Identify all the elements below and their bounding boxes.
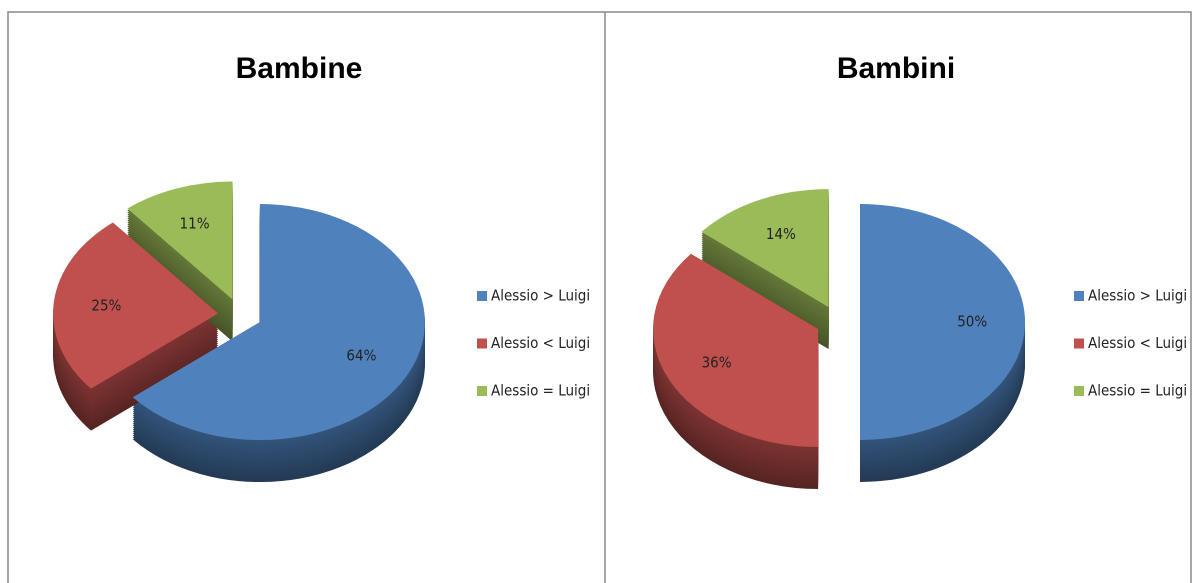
data-label: 11% (180, 214, 210, 232)
chart-title: Bambine (236, 52, 363, 85)
legend-label: Alessio > Luigi (1088, 287, 1187, 305)
legend-swatch (1074, 338, 1084, 349)
slice (701, 189, 829, 308)
data-label: 25% (91, 296, 121, 314)
legend-swatch (1074, 386, 1084, 396)
legend-swatch (477, 338, 487, 349)
legend-label: Alessio = Luigi (1088, 382, 1187, 400)
legend-swatch (477, 291, 487, 301)
data-label: 64% (346, 347, 376, 365)
legend-swatch (1074, 291, 1084, 301)
legend-swatch (477, 386, 487, 396)
data-label: 14% (766, 225, 796, 243)
slice (127, 181, 233, 300)
chart-title: Bambini (837, 52, 955, 85)
legend-label: Alessio = Luigi (491, 382, 590, 400)
data-label: 50% (957, 313, 987, 331)
slice (53, 222, 219, 389)
slice (132, 204, 425, 441)
legend-label: Alessio < Luigi (491, 334, 590, 352)
legend-label: Alessio < Luigi (1088, 334, 1187, 352)
legend-label: Alessio > Luigi (491, 287, 590, 305)
slice (860, 204, 1025, 440)
data-label: 36% (702, 354, 732, 372)
slice (653, 253, 819, 448)
